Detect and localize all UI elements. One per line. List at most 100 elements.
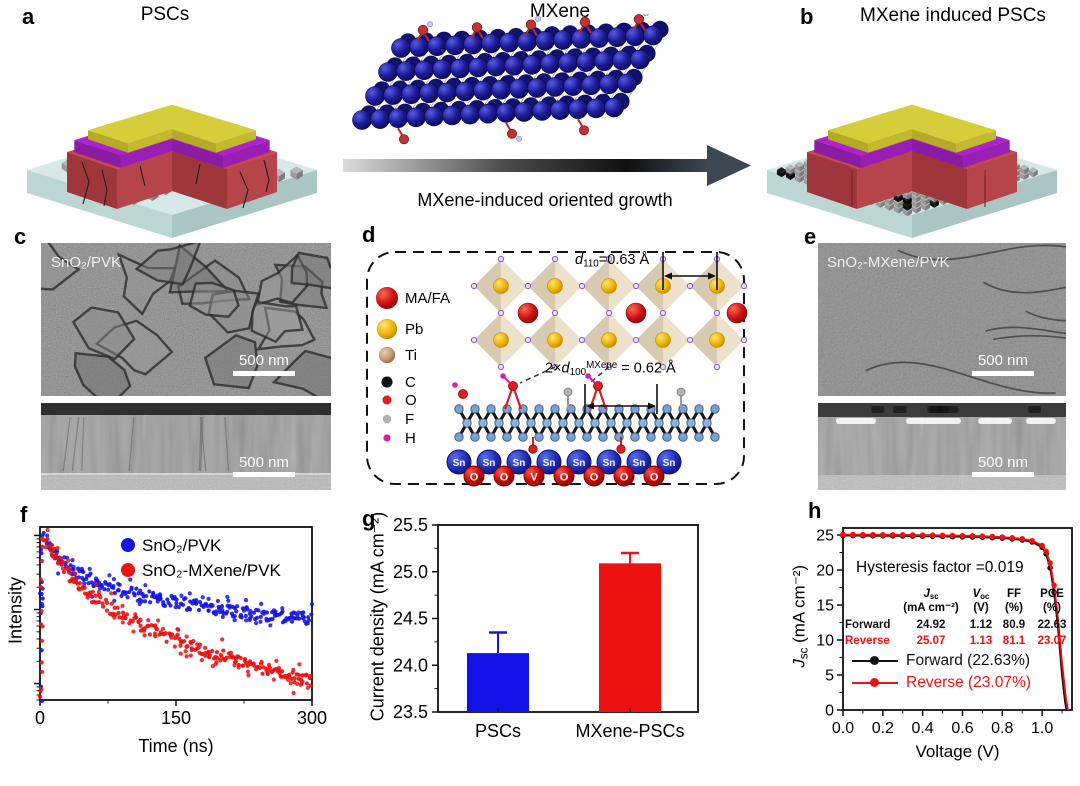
cube-face [907, 197, 912, 206]
iodide-vertex-dot [686, 336, 694, 344]
ma-fa-atom [625, 302, 647, 324]
sn-atom [626, 449, 652, 475]
mxene-psc-device-illustration [767, 104, 1057, 238]
ti-atom [599, 74, 619, 95]
layer-face [128, 129, 172, 153]
curve-marker [870, 531, 876, 538]
sn-atom-label: Sn [543, 458, 556, 469]
ti-atom [445, 35, 465, 56]
x-tick-label: 1.0 [1031, 720, 1053, 737]
cube-face [907, 192, 912, 200]
cube-face [1024, 167, 1029, 175]
oxygen-atom [616, 444, 626, 454]
ti-atom [586, 98, 606, 119]
arrow-head [708, 272, 716, 280]
ti-atom [545, 77, 565, 97]
data-point [143, 583, 148, 588]
data-point [130, 619, 135, 624]
data-point [101, 604, 106, 609]
data-point [240, 663, 246, 668]
data-point [220, 637, 225, 642]
ti-atom [514, 102, 534, 122]
data-point [206, 608, 211, 613]
ti-c-atom [654, 418, 664, 428]
data-point [56, 561, 61, 566]
data-point [132, 593, 137, 598]
sn-atom-label: Sn [603, 458, 616, 469]
header-unit: (V) [973, 601, 989, 614]
data-point [258, 614, 263, 619]
cube-face [875, 200, 881, 208]
cube-face [902, 203, 908, 211]
legend-dot [121, 563, 135, 577]
ti-c-atom [646, 432, 656, 442]
ti-c-atom [518, 432, 528, 442]
o-atom [493, 465, 515, 487]
sem-label: SnO₂/PVK [51, 254, 121, 271]
data-point [234, 609, 239, 614]
data-point [257, 665, 263, 670]
oxygen-atom [525, 19, 537, 30]
cube-face [916, 206, 921, 214]
ti-atom [643, 25, 663, 46]
cube-face [889, 203, 894, 211]
legend-label: SnO₂-MXene/PVK [142, 561, 282, 580]
y-tick-label: 24.0 [393, 655, 428, 675]
sem-grain [41, 243, 81, 291]
data-point [309, 612, 314, 617]
data-point [87, 593, 92, 598]
octahedron-left [690, 313, 717, 367]
data-point [176, 627, 181, 633]
sn-atom [596, 449, 622, 475]
data-point [39, 551, 44, 556]
layer-face [172, 129, 216, 153]
fluorine-atom [563, 387, 573, 397]
data-point [124, 612, 130, 617]
x-axis-label: Time (ns) [138, 736, 213, 756]
data-point [188, 653, 193, 658]
data-point [220, 608, 225, 613]
layer-face [814, 140, 861, 168]
data-point [119, 593, 124, 599]
data-point [271, 677, 276, 682]
ti-atom [388, 108, 408, 128]
data-point [218, 652, 223, 657]
data-point [40, 603, 45, 609]
iodide-vertex-dot [713, 363, 721, 371]
sem-grain-boundaries [865, 244, 1066, 394]
octahedron-right [555, 313, 582, 367]
data-point [148, 600, 153, 605]
legend-label: C [405, 374, 416, 391]
table-cell: 23.07 [1037, 635, 1067, 648]
oxygen-atom [508, 381, 518, 391]
curve-marker [939, 532, 946, 539]
data-point [107, 573, 112, 578]
cube-face [898, 206, 903, 214]
iodide-vertex-dot [686, 282, 694, 290]
ti-atom [481, 33, 501, 54]
ti-atom [612, 50, 632, 71]
data-point [161, 626, 166, 631]
ti-c-atom [558, 418, 568, 428]
mxene-dspacing-annotation: 2×d100MXene = 0.62 Å [545, 360, 676, 378]
curve-marker [1009, 535, 1016, 541]
data-point [226, 598, 231, 603]
data-point [154, 627, 159, 632]
o-atom-label: O [650, 472, 659, 484]
data-point [246, 673, 251, 678]
curve-marker [850, 531, 856, 538]
sem-grain-boundaries [41, 243, 331, 396]
cube-face [785, 172, 791, 181]
legend-dot [870, 678, 879, 688]
columnar-grain-line [224, 416, 230, 472]
jv-y-axis-label: Jsc (mA cm⁻²) [789, 564, 811, 668]
iodide-vertex-dot [605, 309, 613, 317]
data-point [37, 694, 43, 699]
data-point [164, 639, 169, 644]
h-bond [588, 376, 596, 384]
dark-inclusion [893, 406, 907, 413]
o-atom-label: O [560, 472, 569, 484]
legend-line-swatch [852, 678, 898, 688]
pb-atom [493, 278, 509, 294]
